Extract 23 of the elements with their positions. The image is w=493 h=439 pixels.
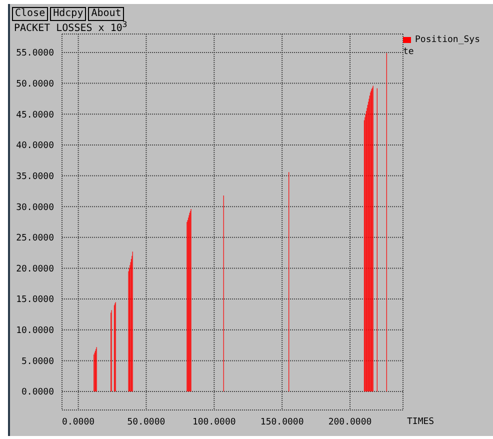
button: Hdcpy — [50, 7, 86, 21]
y-tick-label: 30.0000 — [16, 202, 54, 213]
y-tick-label: 35.0000 — [16, 172, 54, 182]
button: About — [88, 7, 124, 21]
x-tick-label: 150.0000 — [260, 417, 304, 428]
legend-label: Position_Syste — [403, 35, 480, 57]
x-axis-title: TIMES — [407, 417, 434, 427]
y-tick-label: 55.0000 — [16, 48, 54, 59]
y-tick-label: 25.0000 — [16, 234, 54, 244]
x-tick-label: 200.0000 — [328, 417, 372, 428]
y-tick-label: 0.0000 — [21, 388, 54, 398]
y-tick-label: 20.0000 — [16, 264, 54, 274]
x-tick-label: 0.0000 — [62, 417, 95, 428]
x-tick-label: 100.0000 — [192, 417, 236, 428]
button: Close — [12, 7, 48, 21]
x-tick-label: 50.0000 — [127, 417, 166, 428]
y-tick-label: 15.0000 — [16, 295, 54, 306]
chart-title: PACKET LOSSES x 10$^{3}$ — [14, 20, 128, 34]
y-tick-label: 40.0000 — [16, 141, 54, 152]
y-tick-label: 5.0000 — [21, 356, 54, 367]
y-tick-label: 45.0000 — [16, 110, 54, 120]
y-tick-label: 10.0000 — [16, 326, 54, 336]
y-tick-label: 50.0000 — [16, 80, 54, 90]
